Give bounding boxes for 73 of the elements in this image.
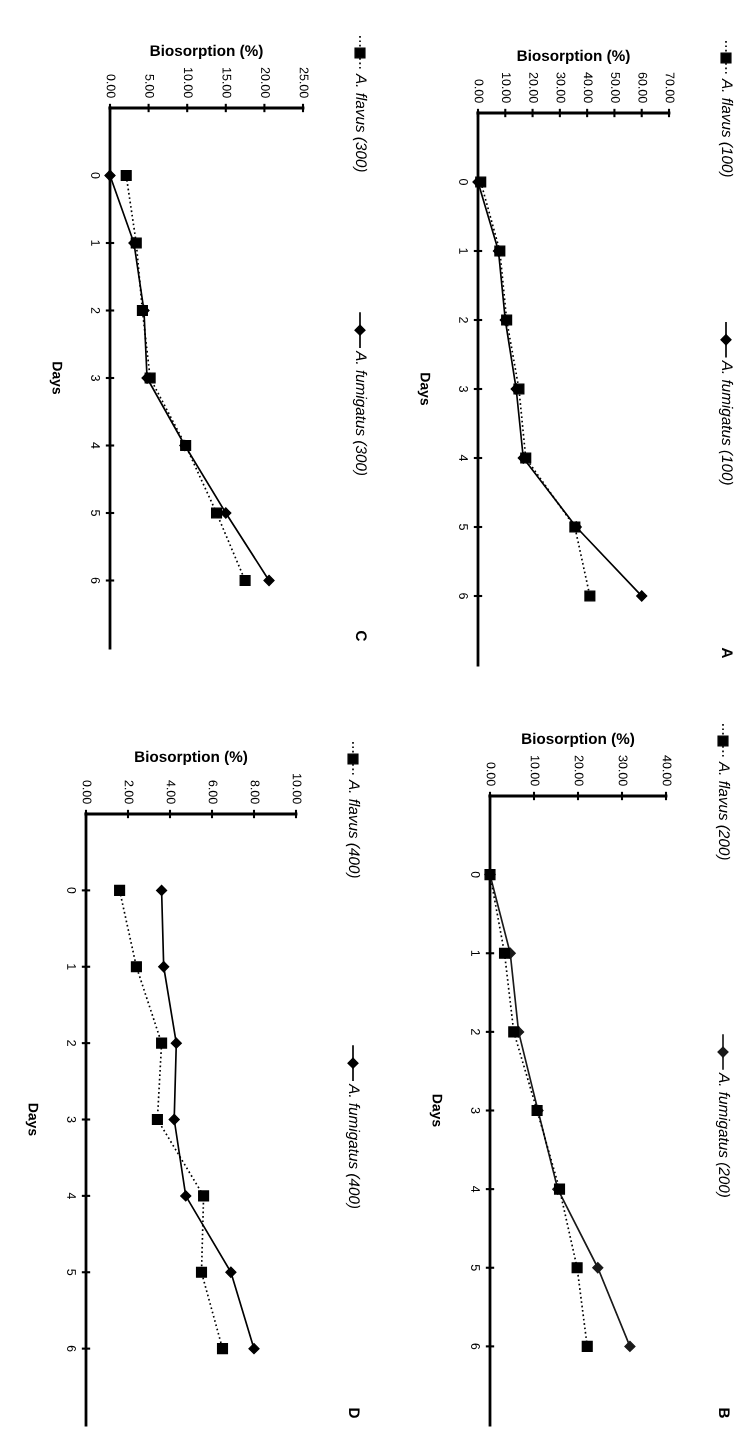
y-tick-label: 1 [471,950,480,957]
x-tick-label: 2.00 [124,780,134,804]
y-tick-label: 0 [91,172,100,179]
x-tick-label: 70.00 [665,72,675,103]
y-tick-label: 1 [67,964,76,970]
x-tick-label: 20.00 [529,72,539,103]
y-tick-label: 0 [471,871,480,878]
y-tick-label: 3 [471,1107,480,1114]
legend-label: A. fumigatus (100) [718,360,734,485]
x-tick-label: 20.00 [574,755,584,786]
y-tick-label: 6 [471,1343,480,1350]
x-tick-label: 10.00 [530,755,540,786]
x-tick-label: 25.00 [299,67,309,98]
y-tick-label: 2 [67,1040,76,1046]
y-axis-title: Days [49,362,63,395]
legend-label: A. flavus (300) [352,73,368,172]
x-tick-label: 15.00 [222,67,232,98]
y-tick-label: 0 [459,179,468,185]
y-tick-label: 6 [91,577,100,584]
text: B [719,1408,730,1418]
y-tick-label: 5 [459,524,468,530]
x-tick-label: 40.00 [583,72,593,103]
y-tick-label: 5 [67,1269,76,1276]
y-tick-label: 5 [91,510,100,516]
x-tick-label: 50.00 [611,72,620,103]
x-tick-label: 0.00 [486,762,496,786]
x-axis-title: Biosorption (%) [135,750,248,766]
x-tick-label: 30.00 [556,72,566,103]
x-tick-label: 10.00 [183,67,193,98]
legend-label: A. fumigatus (300) [352,350,368,476]
y-axis-title: Days [429,1094,443,1127]
y-tick-label: 0 [67,887,76,894]
legend-label: A. flavus (100) [718,78,734,177]
x-axis-title: Biosorption (%) [522,732,635,748]
y-tick-label: 5 [471,1264,480,1271]
x-tick-label: 10.00 [292,773,302,804]
x-tick-label: 4.00 [166,780,176,804]
x-tick-label: 60.00 [638,72,648,103]
y-tick-label: 2 [471,1029,480,1035]
x-tick-label: 8.00 [250,780,260,804]
text: A [722,647,733,659]
legend-label: A. fumigatus (200) [715,1072,731,1197]
x-tick-label: 0.00 [82,780,92,804]
y-tick-label: 4 [471,1185,480,1193]
y-tick-label: 3 [67,1116,76,1123]
y-tick-label: 1 [91,240,100,246]
y-tick-label: 3 [91,375,100,381]
x-tick-label: 6.00 [208,780,218,804]
y-tick-label: 4 [67,1192,76,1199]
legend-label: A. fumigatus (400) [345,1083,361,1209]
x-tick-label: 0.00 [474,79,484,103]
x-tick-label: 0.00 [106,74,116,98]
x-tick-label: 5.00 [145,74,155,98]
y-tick-label: 2 [91,307,100,314]
x-axis-title: Biosorption (%) [517,49,630,65]
x-tick-label: 20.00 [261,67,270,98]
text: D [349,1408,360,1418]
y-tick-label: 1 [459,248,468,254]
x-tick-label: 40.00 [662,755,672,786]
y-axis-title: Days [25,1103,39,1136]
text: C [355,631,367,642]
x-tick-label: 30.00 [618,755,628,786]
legend-label: A. flavus (400) [345,779,361,878]
y-tick-label: 4 [459,454,468,462]
y-tick-label: 6 [67,1345,76,1352]
y-axis-title: Days [417,373,431,406]
y-tick-label: 3 [459,386,468,392]
y-tick-label: 6 [459,593,468,599]
x-tick-label: 10.00 [501,72,511,103]
y-tick-label: 2 [459,317,468,323]
x-axis-title: Biosorption (%) [150,44,263,60]
y-tick-label: 4 [91,442,100,449]
legend-label: A. flavus (200) [715,761,731,860]
